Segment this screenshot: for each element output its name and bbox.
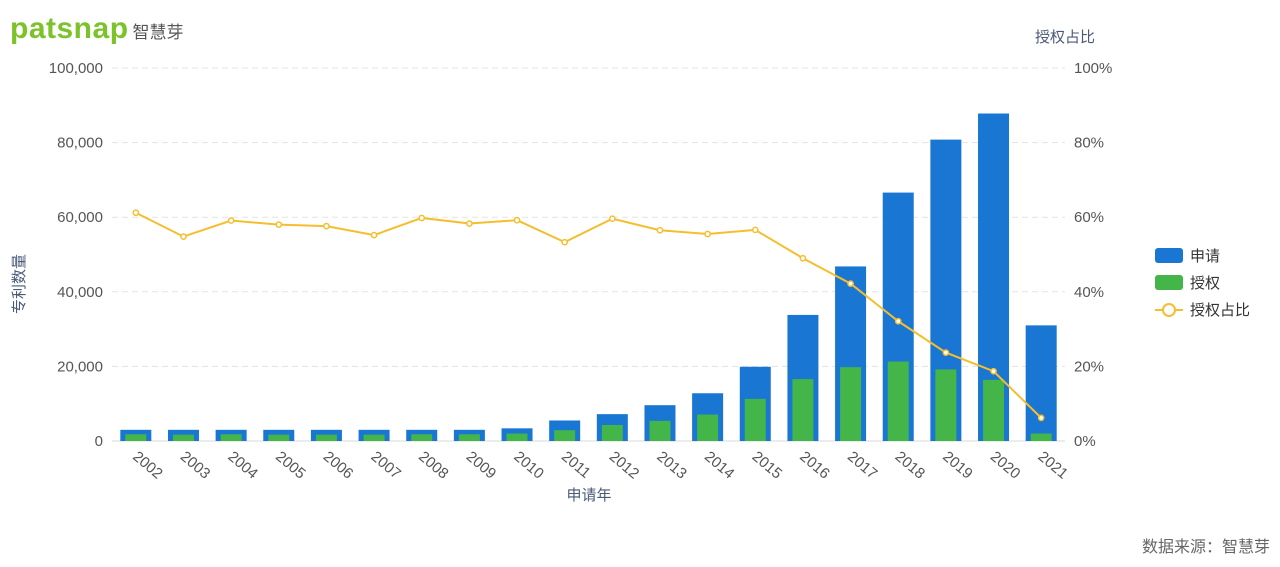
ratio-point-2003[interactable] <box>180 233 187 240</box>
bar-grant-2016[interactable] <box>792 379 814 441</box>
legend-item-apply[interactable]: 申请 <box>1155 248 1220 265</box>
x-tick-label: 2021 <box>1035 448 1071 482</box>
x-tick-label: 2014 <box>701 448 737 482</box>
y-tick-label: 80,000 <box>57 135 103 152</box>
y2-axis-ticks: 0% 20% 40% 60% 80% 100% <box>1074 60 1112 450</box>
x-tick-label: 2002 <box>129 448 165 482</box>
y2-axis-title: 授权占比 <box>1035 29 1095 46</box>
legend-label-apply: 申请 <box>1190 248 1220 265</box>
x-tick-label: 2015 <box>749 448 785 482</box>
legend-item-grant[interactable]: 授权 <box>1155 275 1220 292</box>
bar-grant-2008[interactable] <box>411 434 433 441</box>
source-note: 数据来源：智慧芽 <box>1141 537 1270 556</box>
bar-grant-2004[interactable] <box>220 434 242 441</box>
bar-grant-2021[interactable] <box>1030 433 1052 441</box>
ratio-point-2019[interactable] <box>942 349 950 356</box>
ratio-point-2011[interactable] <box>561 238 569 246</box>
patsnap-logo: patsnap 智慧芽 <box>10 12 184 46</box>
ratio-point-2014[interactable] <box>704 230 711 238</box>
logo-chinese-name: 智慧芽 <box>132 23 184 43</box>
x-tick-label: 2016 <box>796 448 832 482</box>
ratio-point-2012[interactable] <box>608 215 616 223</box>
y2-tick-label: 0% <box>1074 433 1096 450</box>
x-tick-label: 2008 <box>415 448 451 482</box>
bar-grant-2019[interactable] <box>935 369 957 441</box>
ratio-point-2021[interactable] <box>1037 414 1045 422</box>
x-tick-label: 2012 <box>606 448 642 482</box>
bar-grant-2020[interactable] <box>983 379 1005 441</box>
x-tick-label: 2003 <box>177 448 213 482</box>
x-tick-label: 2010 <box>510 448 546 482</box>
x-tick-label: 2006 <box>320 448 356 482</box>
grid-lines <box>112 67 1065 442</box>
bar-grant-2014[interactable] <box>697 414 719 441</box>
legend-label-ratio: 授权占比 <box>1190 302 1250 319</box>
ratio-point-2002[interactable] <box>132 209 140 217</box>
bar-grant-2018[interactable] <box>887 361 909 441</box>
y2-tick-label: 60% <box>1074 209 1104 226</box>
x-tick-label: 2005 <box>272 448 308 482</box>
y-tick-label: 0 <box>95 433 103 450</box>
y2-tick-label: 20% <box>1074 358 1104 375</box>
bar-grant-2007[interactable] <box>363 434 385 441</box>
x-axis-ticks: 2002 2003 2004 2005 2006 2007 2008 2009 2010 2011… <box>129 448 1071 482</box>
bar-grant-2015[interactable] <box>744 398 766 441</box>
bar-grant-2006[interactable] <box>315 434 337 441</box>
ratio-point-2016[interactable] <box>799 254 807 262</box>
ratio-point-2013[interactable] <box>656 226 664 234</box>
ratio-series-line <box>135 211 1042 419</box>
ratio-point-2008[interactable] <box>418 214 426 222</box>
ratio-point-2015[interactable] <box>751 226 759 234</box>
x-tick-label: 2009 <box>463 448 499 482</box>
y2-tick-label: 100% <box>1074 60 1112 77</box>
legend-swatch-grant <box>1155 275 1183 290</box>
ratio-point-2007[interactable] <box>370 231 378 239</box>
legend-marker-ratio <box>1162 303 1176 317</box>
bar-grant-2017[interactable] <box>840 367 862 441</box>
y-tick-label: 40,000 <box>57 284 103 301</box>
ratio-point-2018[interactable] <box>894 317 902 325</box>
x-tick-label: 2017 <box>844 448 880 482</box>
legend: 申请 授权 授权占比 <box>1155 248 1250 319</box>
x-axis-title: 申请年 <box>566 487 611 504</box>
y-tick-label: 60,000 <box>57 209 103 226</box>
y-axis-title: 专利数量 <box>11 254 28 314</box>
y2-tick-label: 40% <box>1074 284 1104 301</box>
x-tick-label: 2019 <box>939 448 975 482</box>
x-tick-label: 2018 <box>892 448 928 482</box>
bar-grant-2003[interactable] <box>172 434 194 441</box>
logo-wordmark: patsnap <box>10 12 129 45</box>
ratio-point-2009[interactable] <box>466 220 473 227</box>
bar-grant-2009[interactable] <box>458 434 480 441</box>
ratio-point-2004[interactable] <box>227 217 235 224</box>
bar-grant-2005[interactable] <box>268 434 290 441</box>
ratio-line <box>132 209 1045 422</box>
ratio-point-2010[interactable] <box>513 216 521 224</box>
legend-label-grant: 授权 <box>1190 275 1220 292</box>
bar-grant-2010[interactable] <box>506 433 528 441</box>
y2-tick-label: 80% <box>1074 135 1104 152</box>
bars <box>120 113 1057 442</box>
bar-grant-2011[interactable] <box>554 430 576 441</box>
x-tick-label: 2013 <box>653 448 689 482</box>
ratio-point-2005[interactable] <box>275 221 283 229</box>
y-tick-label: 20,000 <box>57 358 103 375</box>
x-tick-label: 2011 <box>558 448 594 482</box>
x-tick-label: 2004 <box>225 448 261 482</box>
bar-grant-2013[interactable] <box>649 420 671 441</box>
legend-item-ratio[interactable]: 授权占比 <box>1155 302 1250 319</box>
x-tick-label: 2020 <box>987 448 1023 482</box>
bar-apply-2021[interactable] <box>1025 325 1057 441</box>
y-tick-label: 100,000 <box>49 60 103 77</box>
ratio-point-2020[interactable] <box>990 367 997 375</box>
ratio-point-2017[interactable] <box>847 280 854 287</box>
bar-grant-2012[interactable] <box>601 424 623 441</box>
bar-grant-2002[interactable] <box>125 434 147 441</box>
y-axis-ticks: 0 20,000 40,000 60,000 80,000 100,000 <box>49 60 103 450</box>
legend-swatch-apply <box>1155 248 1183 263</box>
ratio-point-2006[interactable] <box>323 222 330 230</box>
x-tick-label: 2007 <box>368 448 404 482</box>
